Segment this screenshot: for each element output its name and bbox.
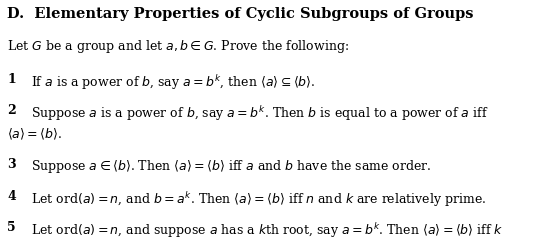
Text: 4: 4 — [7, 190, 16, 203]
Text: $\langle a\rangle = \langle b\rangle$.: $\langle a\rangle = \langle b\rangle$. — [7, 127, 63, 142]
Text: 1: 1 — [7, 73, 16, 86]
Text: 5: 5 — [7, 221, 16, 234]
Text: Suppose $a$ is a power of $b$, say $a = b^{k}$. Then $b$ is equal to a power of : Suppose $a$ is a power of $b$, say $a = … — [31, 104, 488, 123]
Text: 2: 2 — [7, 104, 16, 117]
Text: Let ord$(a) = n$, and $b = a^{k}$. Then $\langle a\rangle = \langle b\rangle$ if: Let ord$(a) = n$, and $b = a^{k}$. Then … — [31, 190, 486, 209]
Text: 3: 3 — [7, 158, 16, 171]
Text: Let ord$(a) = n$, and suppose $a$ has a $k$th root, say $a = b^{k}$. Then $\lang: Let ord$(a) = n$, and suppose $a$ has a … — [31, 221, 503, 240]
Text: Let $G$ be a group and let $a, b\in G$. Prove the following:: Let $G$ be a group and let $a, b\in G$. … — [7, 38, 349, 54]
Text: D.  Elementary Properties of Cyclic Subgroups of Groups: D. Elementary Properties of Cyclic Subgr… — [7, 7, 474, 21]
Text: If $a$ is a power of $b$, say $a = b^{k}$, then $\langle a\rangle \subseteq \lan: If $a$ is a power of $b$, say $a = b^{k}… — [31, 73, 315, 91]
Text: Suppose $a \in \langle b\rangle$. Then $\langle a\rangle = \langle b\rangle$ iff: Suppose $a \in \langle b\rangle$. Then $… — [31, 158, 432, 175]
